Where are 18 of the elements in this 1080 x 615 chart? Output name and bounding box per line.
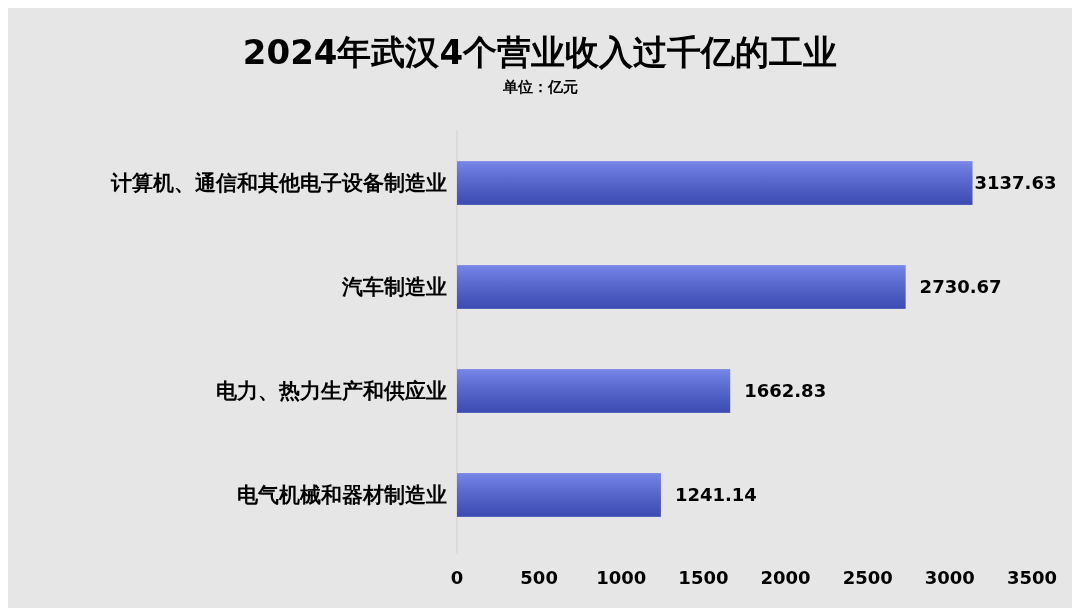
y-tick-label: 计算机、通信和其他电子设备制造业 [110,171,447,196]
x-tick-label: 1500 [678,567,729,588]
x-tick-label: 1000 [596,567,647,588]
y-tick-label: 电气机械和器材制造业 [237,483,447,508]
chart-title: 2024年武汉4个营业收入过千亿的工业 [242,32,838,72]
x-tick-label: 3000 [924,567,975,588]
data-label: 3137.63 [974,172,1057,194]
chart-subtitle: 单位：亿元 [501,78,578,96]
x-tick-label: 0 [450,567,464,588]
data-label: 2730.67 [919,276,1002,298]
x-tick-label: 3500 [1006,567,1058,588]
x-tick-label: 2000 [760,567,811,588]
x-tick-label: 500 [520,567,558,588]
y-tick-label: 汽车制造业 [341,275,447,300]
data-label: 1241.14 [674,484,757,506]
x-tick-label: 2500 [842,567,893,588]
y-tick-label: 电力、热力生产和供应业 [216,379,447,404]
data-label: 1662.83 [744,380,827,402]
